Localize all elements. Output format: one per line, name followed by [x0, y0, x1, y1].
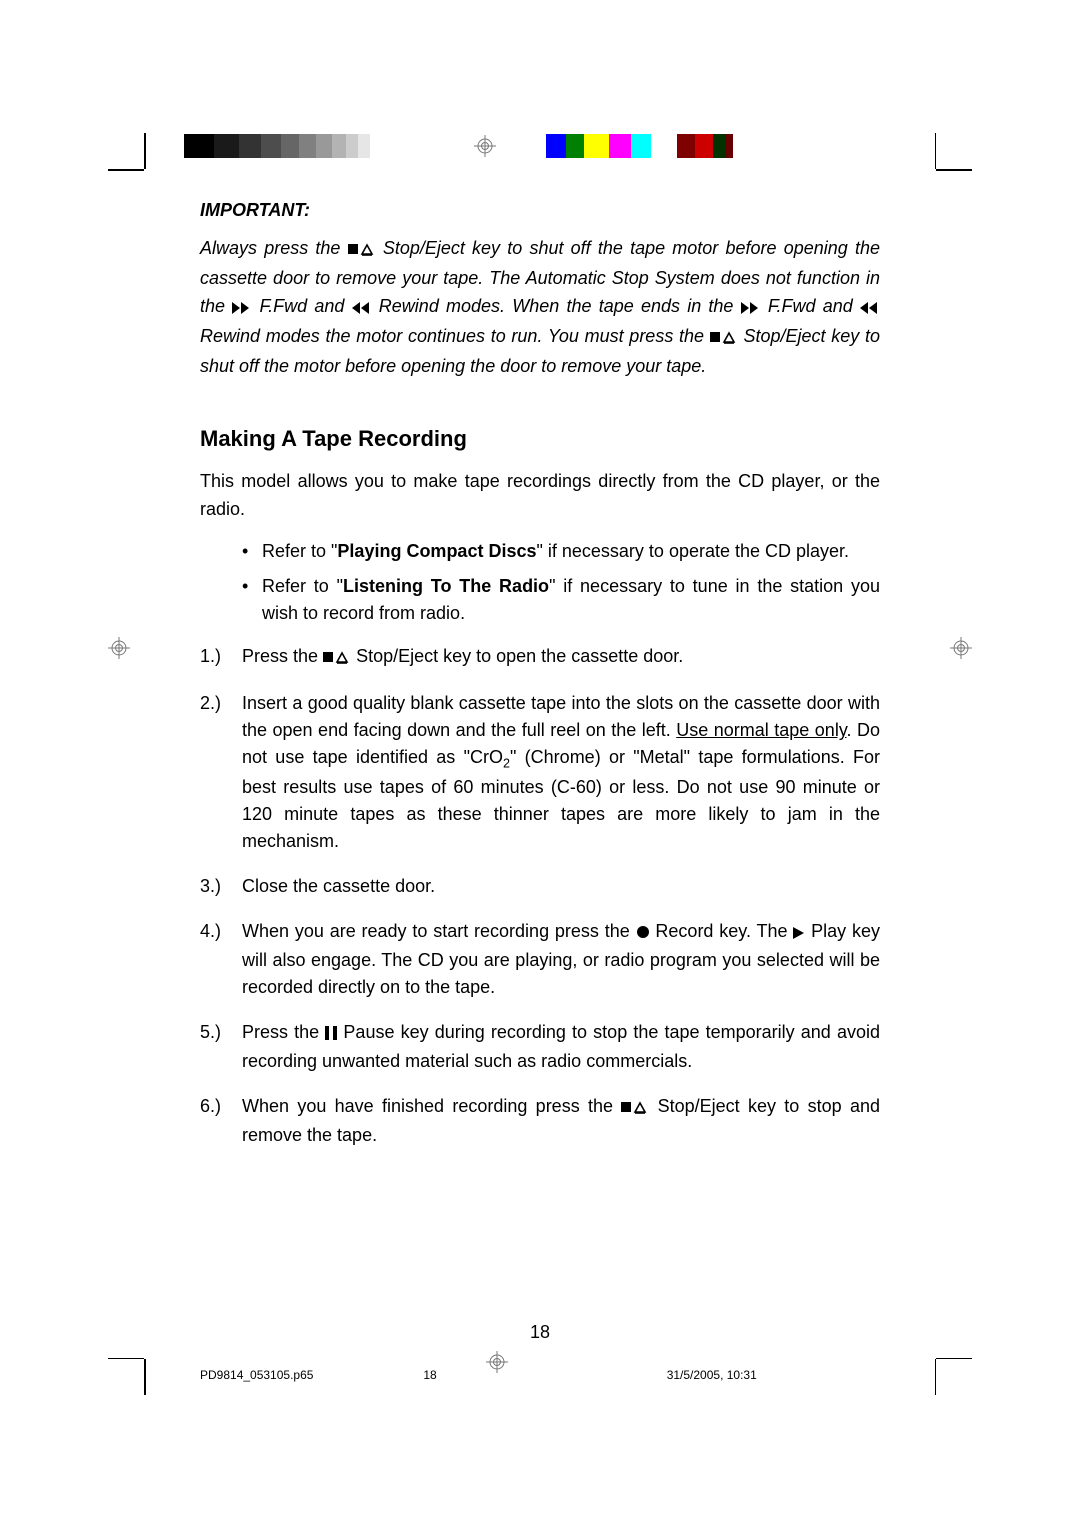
text: Always press the: [200, 238, 348, 258]
crop-mark: [936, 169, 972, 171]
registration-mark-icon: [950, 637, 972, 659]
swatch: [214, 134, 239, 158]
rewind-icon: [352, 295, 372, 323]
crop-mark: [935, 1359, 937, 1395]
swatch: [358, 134, 370, 158]
step-number: 5.): [200, 1019, 236, 1046]
text: Stop/Eject key to open the cassette door…: [356, 646, 683, 666]
text: Refer to ": [262, 576, 343, 596]
registration-mark-icon: [108, 637, 130, 659]
text: Record key. The: [655, 921, 793, 941]
crop-mark: [144, 1359, 146, 1395]
important-heading: IMPORTANT:: [200, 200, 880, 221]
list-item: 1.) Press the Stop/Eject key to open the…: [200, 643, 880, 672]
list-item: 6.) When you have finished recording pre…: [200, 1093, 880, 1149]
text: When you are ready to start recording pr…: [242, 921, 636, 941]
swatch: [713, 134, 725, 158]
text: Pause key during recording to stop the t…: [242, 1022, 880, 1071]
text: F.Fwd and: [259, 296, 351, 316]
play-icon: [793, 920, 805, 947]
swatch: [316, 134, 332, 158]
list-item: 4.) When you are ready to start recordin…: [200, 918, 880, 1001]
text: F.Fwd and: [768, 296, 860, 316]
swatch: [239, 134, 261, 158]
section-title: Making A Tape Recording: [200, 426, 880, 452]
swatch: [184, 134, 214, 158]
record-icon: [636, 920, 650, 947]
stop-eject-icon: [323, 645, 351, 672]
swatch: [631, 134, 651, 158]
step-number: 2.): [200, 690, 236, 717]
swatch: [281, 134, 299, 158]
step-number: 6.): [200, 1093, 236, 1120]
footer-line: PD9814_053105.p65 18 31/5/2005, 10:31: [200, 1368, 880, 1382]
list-item: Refer to "Playing Compact Discs" if nece…: [242, 538, 880, 565]
crop-mark: [144, 133, 146, 169]
list-item: 2.) Insert a good quality blank cassette…: [200, 690, 880, 854]
text: Close the cassette door.: [242, 876, 435, 896]
bold-text: Listening To The Radio: [343, 576, 549, 596]
document-page: IMPORTANT: Always press the Stop/Eject k…: [200, 200, 880, 1167]
text: Rewind modes the motor continues to run.…: [200, 326, 710, 346]
swatch: [584, 134, 609, 158]
step-number: 4.): [200, 918, 236, 945]
swatch: [346, 134, 358, 158]
registration-mark-icon: [474, 135, 496, 157]
text: " if necessary to operate the CD player.: [537, 541, 850, 561]
swatch: [546, 134, 566, 158]
stop-eject-icon: [348, 237, 376, 265]
greyscale-calibration-strip: [184, 134, 370, 158]
text: Rewind modes. When the tape ends in the: [379, 296, 741, 316]
bold-text: Playing Compact Discs: [337, 541, 536, 561]
text: When you have finished recording press t…: [242, 1096, 621, 1116]
text: Refer to ": [262, 541, 337, 561]
pause-icon: [325, 1021, 337, 1048]
step-number: 1.): [200, 643, 236, 670]
list-item: 5.) Press the Pause key during recording…: [200, 1019, 880, 1075]
rewind-icon: [860, 295, 880, 323]
crop-mark: [108, 169, 144, 171]
intro-paragraph: This model allows you to make tape recor…: [200, 468, 880, 524]
swatch: [299, 134, 316, 158]
crop-mark: [108, 1358, 144, 1360]
bullet-list: Refer to "Playing Compact Discs" if nece…: [242, 538, 880, 627]
numbered-steps: 1.) Press the Stop/Eject key to open the…: [200, 643, 880, 1148]
subscript: 2: [503, 757, 510, 771]
text: Press the: [242, 646, 323, 666]
list-item: Refer to "Listening To The Radio" if nec…: [242, 573, 880, 627]
ffwd-icon: [741, 295, 761, 323]
swatch: [609, 134, 631, 158]
swatch: [332, 134, 346, 158]
swatch: [651, 134, 677, 158]
ffwd-icon: [232, 295, 252, 323]
crop-mark: [935, 133, 937, 169]
footer-filename: PD9814_053105.p65: [200, 1368, 420, 1382]
step-number: 3.): [200, 873, 236, 900]
list-item: 3.) Close the cassette door.: [200, 873, 880, 900]
stop-eject-icon: [621, 1095, 649, 1122]
color-calibration-strip: [546, 134, 733, 158]
underlined-text: Use normal tape only: [676, 720, 846, 740]
text: Press the: [242, 1022, 325, 1042]
swatch: [566, 134, 584, 158]
important-paragraph: Always press the Stop/Eject key to shut …: [200, 235, 880, 380]
footer-page: 18: [423, 1368, 543, 1382]
swatch: [725, 134, 733, 158]
page-number: 18: [200, 1322, 880, 1343]
footer-date: 31/5/2005, 10:31: [667, 1368, 757, 1382]
swatch: [261, 134, 281, 158]
stop-eject-icon: [710, 325, 738, 353]
swatch: [695, 134, 713, 158]
swatch: [677, 134, 695, 158]
crop-mark: [936, 1358, 972, 1360]
